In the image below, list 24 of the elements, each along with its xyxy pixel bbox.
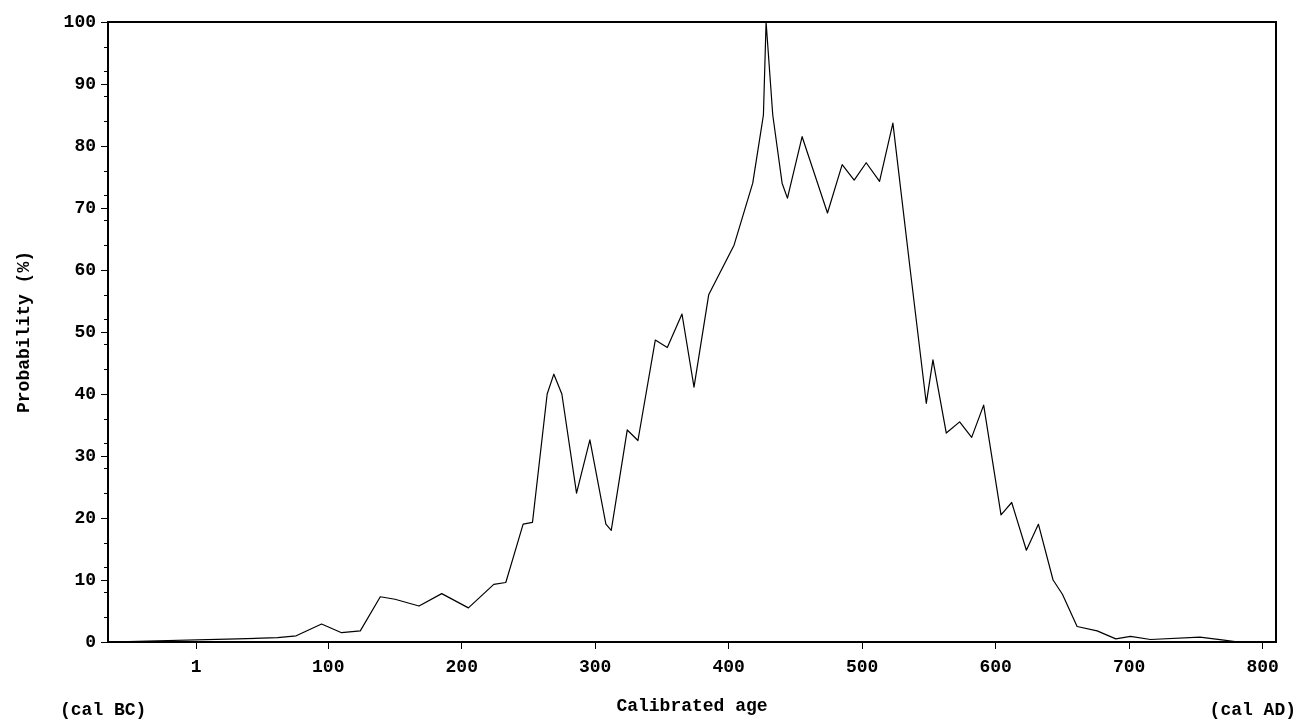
text: (cal BC) <box>60 700 147 720</box>
y-tick-label: 20 <box>74 508 96 528</box>
y-tick-label: 50 <box>74 322 96 342</box>
x-tick-label: 600 <box>979 657 1012 677</box>
x-tick-label: 400 <box>712 657 745 677</box>
y-axis-title: Probability (%) <box>14 250 34 414</box>
y-tick-label: 70 <box>74 198 96 218</box>
x-tick-label: 200 <box>445 657 478 677</box>
x-tick-label: 1 <box>190 657 202 677</box>
x-tick-label: 300 <box>579 657 612 677</box>
y-tick-label: 40 <box>74 384 96 404</box>
x-tick-label: 100 <box>312 657 345 677</box>
x-tick-label: 500 <box>845 657 879 677</box>
y-tick-label: 0 <box>85 632 96 652</box>
x-tick-label: 700 <box>1112 657 1146 677</box>
y-tick-label: 60 <box>74 260 96 280</box>
x-tick-label: 800 <box>1246 657 1279 677</box>
y-tick-label: 80 <box>74 136 96 156</box>
x-axis-title: Calibrated age <box>616 696 768 716</box>
y-tick-label: 10 <box>74 570 96 590</box>
y-tick-label: 90 <box>74 74 96 94</box>
text: (cal AD) <box>1209 700 1297 720</box>
y-tick-label: 100 <box>63 12 96 32</box>
y-tick-label: 30 <box>74 446 96 466</box>
